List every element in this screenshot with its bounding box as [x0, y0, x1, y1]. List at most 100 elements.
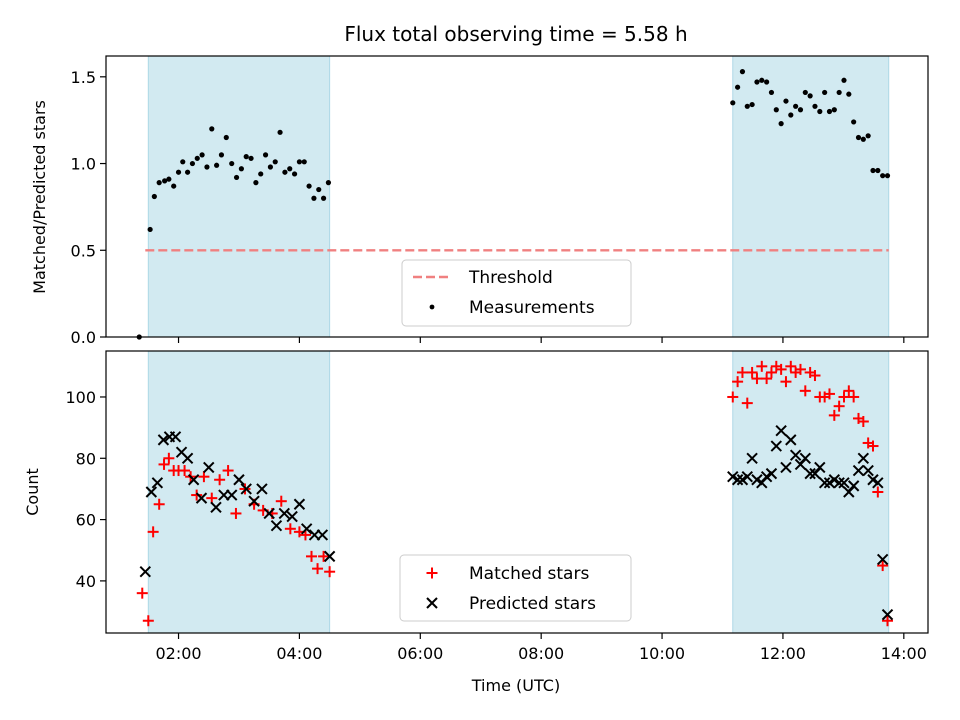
y-tick-label: 40 [76, 572, 96, 591]
matched-star-point [163, 452, 175, 464]
predicted-star-point [240, 483, 252, 495]
matched-star-point [158, 458, 170, 470]
predicted-star-point [804, 467, 816, 480]
legend-measurements-swatch [429, 304, 435, 310]
measurement-point [166, 176, 172, 182]
bottom-plot-frame [105, 350, 929, 634]
predicted-star-point [799, 452, 812, 464]
predicted-star-point [881, 608, 894, 621]
predicted-star-point [293, 498, 306, 510]
bottom-y-axis-label: Count [23, 468, 42, 516]
measurement-point [277, 129, 283, 135]
measurement-point [262, 152, 269, 158]
measurement-point [238, 166, 244, 172]
predicted-star-point [789, 449, 802, 461]
matched-star-point [872, 486, 884, 498]
measurement-point [151, 193, 157, 200]
x-tick-label: 08:00 [518, 644, 564, 663]
measurement-point [296, 159, 303, 165]
matched-star-point [191, 489, 203, 501]
measurement-point [851, 119, 857, 125]
predicted-star-point [263, 507, 275, 520]
matched-star-point [230, 507, 242, 519]
predicted-star-point [256, 483, 268, 495]
matched-star-point [857, 416, 869, 427]
predicted-star-point [210, 501, 222, 514]
measurement-point [754, 79, 760, 85]
y-tick-label: 1.5 [71, 68, 96, 87]
matched-star-point [136, 587, 148, 599]
y-tick-label: 60 [76, 511, 96, 530]
measurement-point [291, 171, 298, 177]
predicted-star-point [286, 510, 298, 523]
measurement-point [822, 89, 828, 96]
measurement-point [287, 166, 293, 172]
measurement-point [218, 152, 225, 158]
measurement-point [282, 169, 288, 175]
matched-star-point [785, 360, 797, 372]
measurement-point [793, 103, 799, 109]
predicted-star-point [323, 550, 336, 563]
bottom-x-axis: 02:00 04:00 06:00 08:00 10:00 12:00 14:00 [155, 633, 927, 663]
matched-star-point [147, 526, 159, 538]
matched-star-point [284, 523, 296, 535]
measurement-point [865, 133, 871, 139]
legend-predicted-swatch [426, 597, 438, 609]
measurement-point [880, 173, 886, 179]
measurement-point [147, 226, 153, 233]
x-tick-label: 04:00 [276, 644, 322, 663]
matched-star-point [775, 363, 787, 375]
predicted-star-point [300, 523, 313, 535]
top-shade-region [732, 55, 890, 338]
measurement-point [258, 171, 264, 177]
measurement-point [836, 89, 842, 96]
top-panel: 0.0 0.5 1.0 1.5 Matched/Predicted stars Thr… [30, 55, 929, 347]
measurement-point [320, 195, 327, 201]
matched-star-point [751, 373, 763, 385]
predicted-star-point [857, 452, 870, 464]
bottom-y-axis: 40 60 80 100 [65, 388, 106, 591]
matched-star-point [324, 566, 336, 578]
predicted-star-point [181, 452, 194, 464]
matched-star-point [780, 376, 792, 388]
matched-star-point [877, 560, 889, 572]
y-tick-label: 1.0 [71, 155, 96, 174]
predicted-star-point [145, 486, 158, 498]
top-panel-shading [147, 55, 890, 338]
top-legend-box [401, 259, 632, 327]
measurement-point [316, 186, 322, 193]
predicted-star-point [139, 565, 151, 578]
predicted-star-point [278, 507, 291, 520]
predicted-star-point [226, 489, 238, 501]
measurement-point [802, 89, 808, 96]
matched-star-point [727, 391, 739, 403]
measurement-point [773, 107, 779, 113]
x-axis-label: Time (UTC) [471, 676, 560, 695]
y-tick-label: 0.5 [71, 241, 96, 260]
legend-matched-swatch [426, 567, 438, 579]
predicted-star-point [775, 424, 787, 437]
measurement-point [860, 136, 866, 142]
measurement-point [311, 195, 317, 201]
matched-star-point [746, 366, 758, 378]
top-legend: Threshold Measurements [401, 259, 632, 327]
matched-star-point [799, 385, 811, 397]
predicted-star-point [838, 477, 850, 489]
x-tick-label: 02:00 [155, 644, 201, 663]
measurement-point [171, 183, 177, 189]
bottom-shade-region [147, 350, 331, 634]
legend-matched-label: Matched stars [469, 564, 589, 584]
matched-star-point [736, 366, 748, 378]
measurement-point [846, 91, 852, 97]
matched-star-point [809, 370, 821, 382]
bottom-shade-region [732, 350, 890, 634]
predicted-star-point [270, 520, 283, 532]
matched-star-point [318, 550, 330, 562]
predicted-star-point [157, 434, 170, 446]
chart-title: Flux total observing time = 5.58 h [344, 22, 687, 46]
matched-star-point [179, 465, 191, 477]
measurement-point [812, 103, 818, 109]
matched-star-point [828, 409, 840, 421]
measurement-point [306, 183, 312, 189]
